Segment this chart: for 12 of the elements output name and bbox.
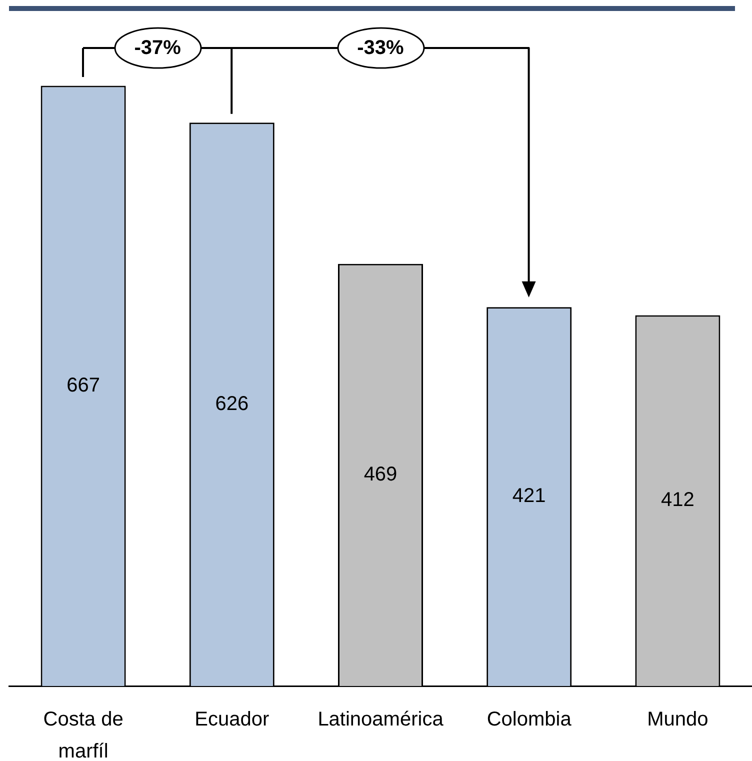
x-tick-label: Colombia — [486, 708, 572, 731]
x-tick-label: Mundo — [647, 708, 708, 731]
data-label: 412 — [661, 489, 694, 512]
data-label: 421 — [512, 485, 546, 508]
x-tick-label: Costa de marfíl — [43, 708, 124, 761]
data-label: 626 — [215, 392, 249, 415]
x-tick-label: Ecuador — [194, 708, 270, 731]
text: -37% — [134, 36, 181, 59]
data-label: 667 — [66, 374, 100, 396]
data-label: 469 — [364, 463, 398, 486]
text: -33% — [357, 36, 404, 59]
x-tick-label: Latinoamérica — [318, 708, 444, 731]
